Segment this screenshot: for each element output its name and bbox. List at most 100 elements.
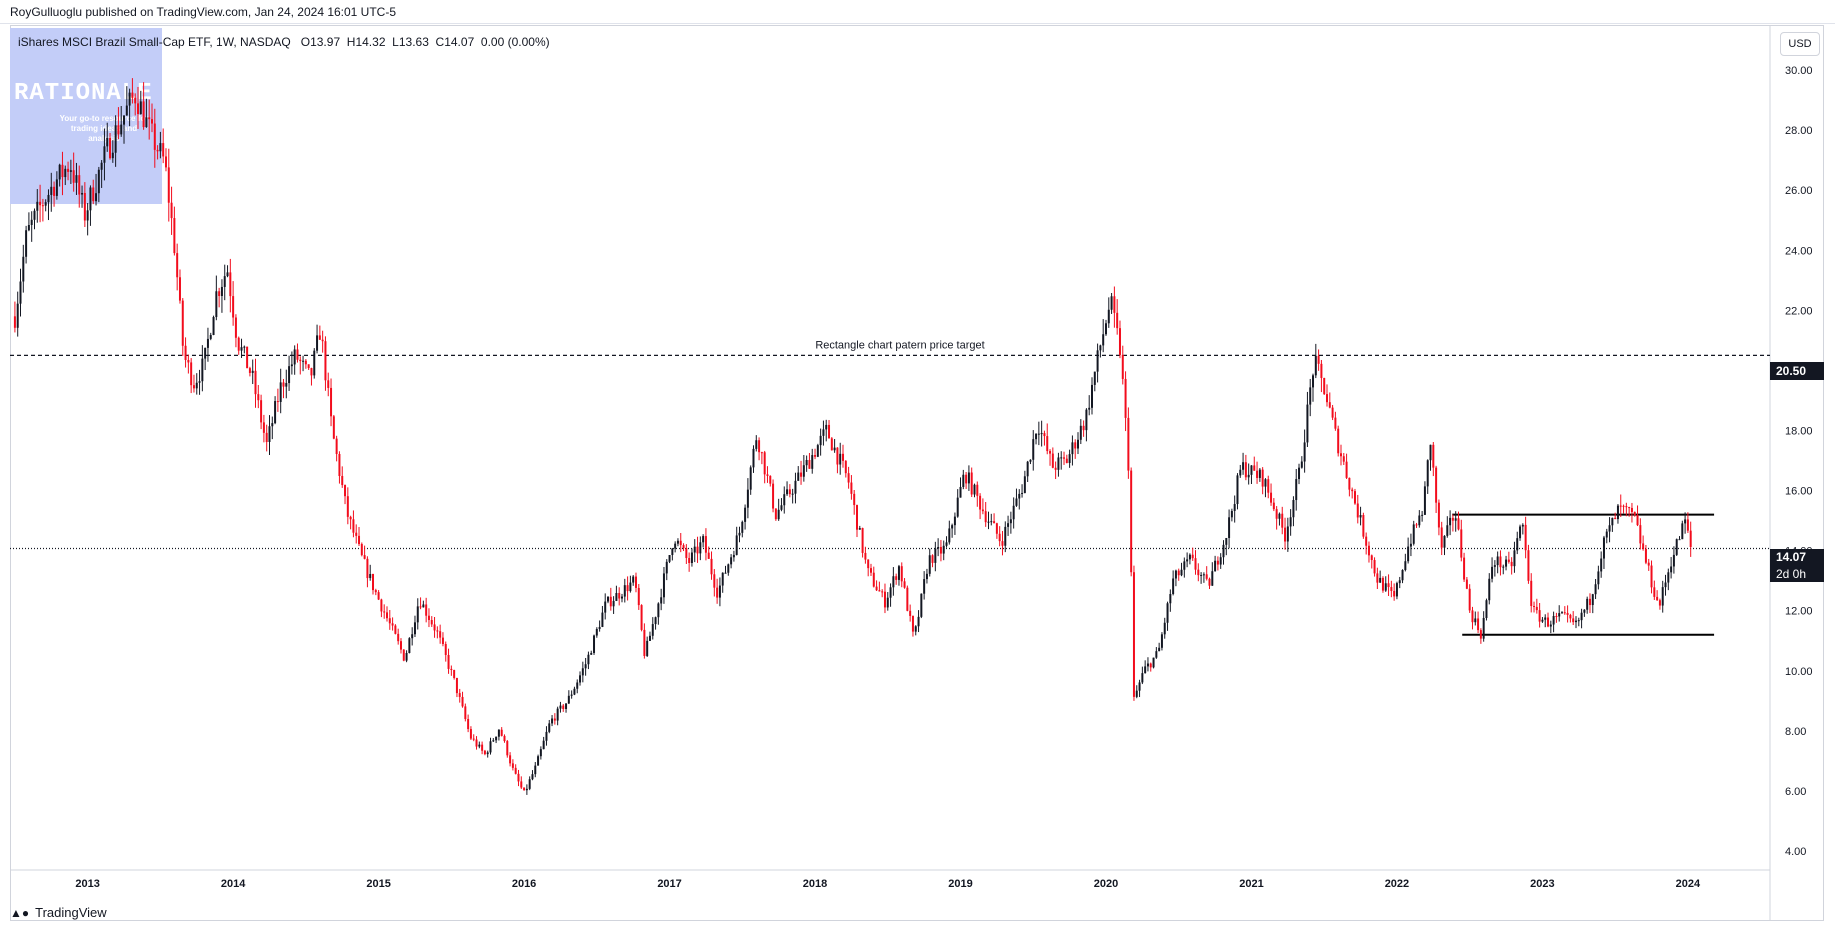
candle-body [993,521,996,524]
candle-body [615,592,618,601]
candle-body [906,587,909,611]
tradingview-brand[interactable]: TradingView [35,905,107,920]
candle-body [346,496,349,517]
candle-body [506,741,509,756]
currency-button[interactable]: USD [1780,32,1820,56]
candle-body [542,740,545,750]
candle-body [998,533,1001,542]
candle-body [1633,511,1636,516]
candle-body [1230,510,1233,518]
candle-body [1426,460,1429,487]
candle-body [338,454,341,476]
candle-body [1018,493,1021,499]
candle-body [1001,541,1004,546]
candle-body [69,170,72,172]
candle-body [128,92,131,106]
candle-body [1365,536,1368,546]
candle-body [1446,525,1449,536]
candle-body [679,540,682,546]
candle-body [170,202,173,219]
candle-body [609,596,612,607]
candle-body [892,576,895,588]
legend-close: C14.07 [435,35,475,49]
candle-body [397,633,400,642]
candle-body [1219,557,1222,565]
candle-body [226,272,229,277]
candle-body [1037,433,1040,435]
candle-body [1337,428,1340,454]
candle-body [1225,538,1228,545]
candle-body [1644,548,1647,563]
candle-body [995,523,998,534]
candle-body [100,162,103,170]
candle-body [1457,518,1460,530]
candle-body [1502,566,1505,568]
candle-body [727,564,730,573]
candle-body [64,168,67,178]
candle-body [1608,525,1611,532]
legend-symbol[interactable]: iShares MSCI Brazil Small-Cap ETF, 1W, N… [18,35,291,49]
candle-body [951,525,954,529]
candle-body [134,97,137,104]
candle-body [1328,402,1331,408]
candle-body [257,394,260,401]
candle-body [1362,515,1365,537]
candle-body [1247,474,1250,478]
candle-body [976,484,979,496]
candle-body [1320,363,1323,378]
candle-body [805,460,808,466]
candle-body [388,618,391,624]
candle-body [1647,562,1650,566]
candle-body [1658,600,1661,606]
x-tick-label: 2024 [1676,878,1701,890]
candle-body [497,729,500,737]
candle-body [1642,543,1645,549]
candle-body [1401,570,1404,581]
tradingview-footer[interactable]: ▲● TradingView [10,905,107,920]
candle-body [137,103,140,115]
candle-body [1314,355,1317,376]
candle-body [1566,612,1569,615]
candle-body [665,561,668,574]
candle-body [791,493,794,495]
candle-body [33,210,36,220]
candle-body [651,624,654,636]
candle-body [939,546,942,554]
candle-body [1298,467,1301,480]
candle-body [1597,571,1600,585]
candle-body [195,382,198,389]
candle-body [548,723,551,732]
candle-body [372,574,375,591]
candle-body [377,592,380,600]
candle-body [344,485,347,497]
candle-body [1395,583,1398,597]
candle-body [800,472,803,477]
candle-body [973,484,976,495]
candle-body [274,401,277,424]
candle-body [327,380,330,388]
candle-body [819,435,822,446]
candle-body [453,670,456,678]
candle-body [1541,619,1544,622]
y-tick-label: 4.00 [1785,846,1806,858]
candle-body [1284,527,1287,542]
candle-body [55,179,58,196]
candle-body [427,615,430,621]
candle-body [120,124,123,135]
candle-body [1317,355,1320,364]
candle-body [117,125,120,135]
candle-body [44,202,47,206]
candle-body [562,705,565,709]
symbol-legend[interactable]: iShares MSCI Brazil Small-Cap ETF, 1W, N… [18,35,550,49]
candle-body [1132,572,1135,697]
candle-body [1530,580,1533,607]
candle-body [1491,566,1494,579]
candle-body [872,572,875,587]
candle-body [1479,630,1482,639]
candle-body [1552,616,1555,625]
candle-body [1513,550,1516,567]
candle-body [581,668,584,676]
candle-body [1216,560,1219,565]
candle-body [201,358,204,382]
